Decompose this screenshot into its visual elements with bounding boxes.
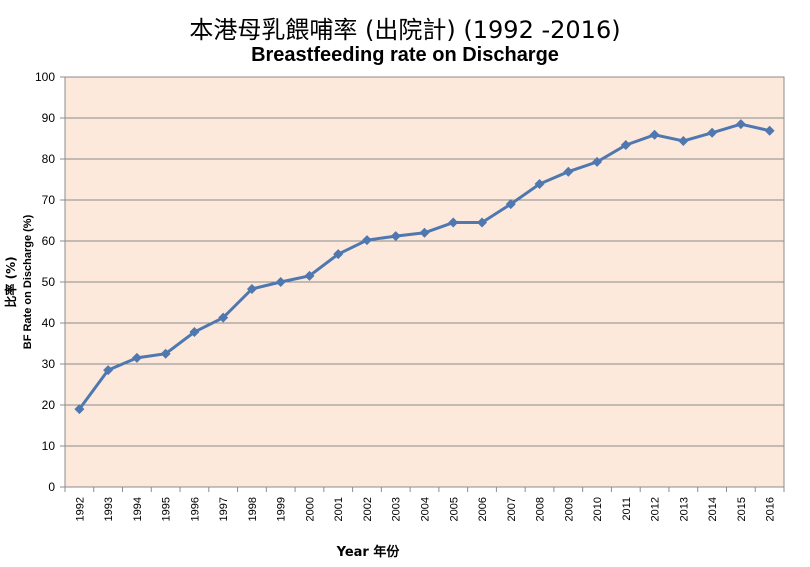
- y-axis-label-en: BF Rate on Discharge (%): [22, 214, 34, 349]
- data-point: [620, 140, 631, 151]
- x-tick-label: 1998: [247, 497, 259, 521]
- y-tick-label: 30: [42, 357, 56, 371]
- x-tick-label: 1996: [189, 497, 201, 521]
- data-point: [246, 283, 257, 294]
- y-tick-label: 60: [42, 234, 56, 248]
- data-point: [390, 231, 401, 242]
- x-tick-label: 2009: [563, 497, 575, 521]
- data-point: [592, 156, 603, 167]
- data-point: [764, 125, 775, 136]
- x-tick-label: 1993: [103, 497, 115, 521]
- data-point: [534, 179, 545, 190]
- data-point: [678, 135, 689, 146]
- data-point: [131, 352, 142, 363]
- data-point: [275, 277, 286, 287]
- x-tick-label: 1997: [218, 497, 230, 521]
- y-tick-label: 40: [42, 316, 56, 330]
- data-point: [333, 249, 344, 260]
- x-tick-label: 1995: [161, 497, 173, 521]
- data-point: [419, 227, 430, 238]
- y-tick-label: 20: [42, 398, 56, 412]
- x-tick-label: 2016: [765, 497, 777, 521]
- x-tick-label: 2005: [448, 497, 460, 521]
- x-tick-label: 2012: [650, 497, 662, 521]
- x-tick-label: 2007: [506, 497, 518, 521]
- y-tick-label: 0: [48, 480, 55, 494]
- data-point: [649, 129, 660, 140]
- chart-title: 本港母乳餵哺率 (出院計) (1992 -2016): [189, 16, 621, 44]
- y-tick-label: 100: [35, 70, 55, 84]
- x-axis-ticks: 1992 1993 1994 1995 1996 1997 1998 1999 2000 2001…: [64, 487, 785, 521]
- y-tick-label: 50: [42, 275, 56, 289]
- data-point: [304, 270, 315, 281]
- data-point: [563, 166, 574, 177]
- y-tick-label: 90: [42, 111, 56, 125]
- y-tick-label: 70: [42, 193, 56, 207]
- x-tick-label: 1999: [276, 497, 288, 521]
- x-tick-label: 2010: [592, 497, 604, 521]
- x-tick-label: 1992: [74, 497, 86, 521]
- x-tick-label: 2000: [304, 497, 316, 521]
- x-tick-label: 2004: [420, 497, 432, 521]
- data-point: [74, 404, 85, 415]
- y-axis-ticks: 0 10 20 30 40 50 60 70 80 90 100: [35, 70, 65, 494]
- data-point: [735, 119, 746, 130]
- x-tick-label: 2013: [678, 497, 690, 521]
- x-tick-label: 2003: [391, 497, 403, 521]
- data-point: [218, 312, 229, 323]
- x-tick-label: 2006: [477, 497, 489, 521]
- x-tick-label: 1994: [132, 497, 144, 521]
- chart-subtitle: Breastfeeding rate on Discharge: [251, 44, 559, 66]
- y-tick-label: 80: [42, 152, 56, 166]
- x-tick-label: 2015: [736, 497, 748, 521]
- data-point: [448, 217, 459, 228]
- data-point: [160, 348, 171, 359]
- x-tick-label: 2002: [362, 497, 374, 521]
- y-tick-label: 10: [42, 439, 56, 453]
- data-point: [189, 327, 200, 338]
- data-point: [361, 235, 372, 246]
- data-point: [477, 217, 488, 228]
- x-tick-label: 2014: [707, 497, 719, 521]
- x-tick-label: 2001: [333, 497, 345, 521]
- x-axis-label: Year 年份: [336, 544, 401, 560]
- y-axis-label-zh: 比率 (%): [3, 256, 18, 307]
- data-point: [103, 365, 114, 376]
- data-point: [707, 127, 718, 138]
- data-points: [74, 119, 775, 415]
- x-tick-label: 2011: [621, 497, 633, 521]
- gridlines: [65, 76, 784, 488]
- x-tick-label: 2008: [535, 497, 547, 521]
- data-point: [505, 199, 516, 210]
